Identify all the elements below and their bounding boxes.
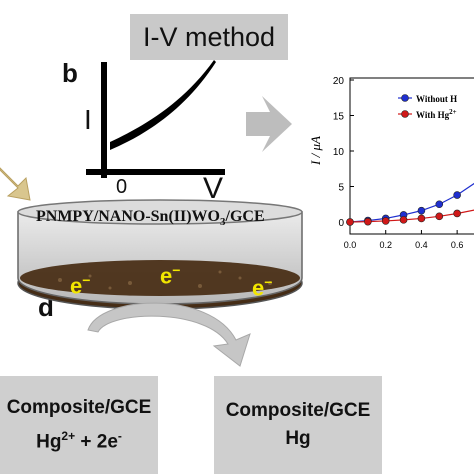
hg-charge: 2+ — [61, 428, 76, 443]
electron-left: e− — [70, 272, 90, 299]
series-point-1 — [381, 217, 390, 225]
series-point-1 — [417, 214, 426, 223]
series-point-0 — [435, 200, 444, 209]
panel-letter-b: b — [62, 58, 78, 88]
legend-label-0: Without H — [416, 94, 457, 104]
electrode-label-sub: 3 — [220, 216, 226, 229]
chart: 0 5 10 15 20 0.0 0.2 0.4 0.6 I / μA Without H With … — [308, 76, 474, 250]
electrons-term: + 2e — [75, 431, 118, 453]
electron-charge: − — [172, 262, 181, 278]
composite-product-box: Composite/GCE Hg — [214, 376, 382, 474]
iv-mini-plot — [86, 60, 225, 178]
hg-ion: Hg — [36, 431, 62, 453]
left-incoming-arrow — [0, 167, 31, 201]
series-point-0 — [417, 206, 426, 215]
composite-reactant-line2: Hg2+ + 2e- — [36, 422, 122, 456]
electrode-label: PNMPY/NANO-Sn(II)WO3/GCE — [36, 208, 336, 228]
curved-reduction-arrow — [87, 302, 251, 367]
chart-frame — [349, 77, 474, 235]
y-tick-label: 15 — [333, 112, 345, 123]
series-point-1 — [346, 218, 354, 226]
x-tick-label: 0.0 — [344, 240, 357, 250]
y-axis-label: I / μA — [308, 136, 323, 166]
y-tick-label: 0 — [338, 218, 344, 229]
iv-method-text: I-V method — [142, 21, 276, 52]
x-tick-label: 0.4 — [415, 240, 428, 250]
legend-marker-0 — [401, 94, 409, 102]
composite-reactant-line1: Composite/GCE — [6, 396, 152, 418]
electron-center: e− — [160, 262, 180, 289]
iv-x-label: V — [203, 172, 224, 205]
series-point-1 — [399, 216, 408, 224]
electron-charge: − — [264, 274, 273, 290]
series-point-1 — [453, 209, 461, 218]
composite-product-line2: Hg — [285, 428, 311, 449]
legend-marker-1 — [401, 110, 409, 118]
electron-right: e− — [252, 274, 272, 301]
iv-curve — [110, 60, 216, 150]
composite-product-line1: Composite/GCE — [225, 400, 371, 421]
electron-symbol: e — [160, 263, 173, 289]
right-arrow-to-chart — [246, 96, 292, 152]
electron-symbol: e — [252, 275, 265, 301]
iv-y-label: I — [84, 104, 92, 135]
x-tick-label: 0.6 — [451, 240, 464, 250]
electron-charge-term: - — [117, 428, 122, 443]
x-tick-label: 0.2 — [379, 240, 392, 250]
y-tick-label: 10 — [333, 147, 345, 158]
series-point-1 — [364, 217, 372, 226]
composite-reactant-box: Composite/GCE Hg2+ + 2e- — [0, 376, 158, 474]
electron-symbol: e — [70, 273, 83, 299]
series-point-1 — [435, 212, 444, 221]
iv-method-label: I-V method — [130, 14, 288, 60]
electrode-label-tail: /GCE — [225, 208, 265, 225]
y-tick-label: 5 — [338, 183, 344, 194]
electron-charge: − — [82, 272, 91, 288]
legend-label-1: With Hg2+ — [416, 108, 457, 120]
y-tick-label: 20 — [333, 76, 345, 87]
electrode-disc — [17, 199, 303, 310]
electrode-label-main: PNMPY/NANO-Sn(II)WO — [36, 208, 220, 225]
series-point-0 — [453, 191, 461, 199]
iv-origin-label: 0 — [116, 176, 128, 198]
